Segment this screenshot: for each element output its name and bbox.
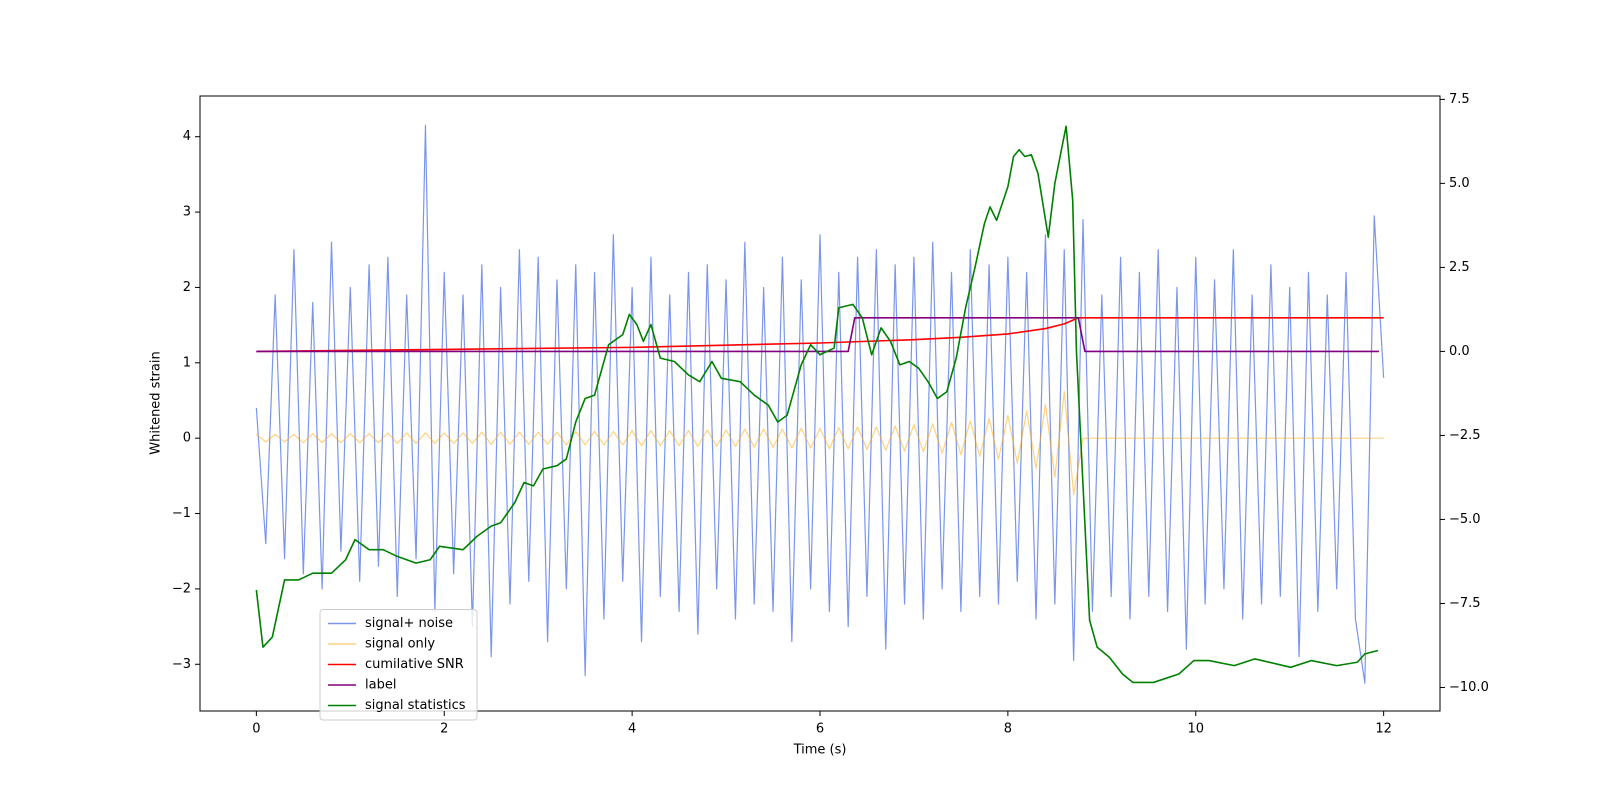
y-tick-label: 4: [183, 129, 191, 144]
x-tick-label: 2: [440, 722, 448, 737]
x-tick-label: 4: [628, 722, 636, 737]
series-line: [255, 390, 1384, 496]
y-tick-label: 2: [183, 280, 191, 295]
series-line: [255, 125, 1379, 684]
series-line: [256, 317, 1379, 353]
legend-label: label: [365, 678, 396, 693]
x-tick-label: 0: [252, 722, 260, 737]
y2-tick-label: −7.5: [1449, 596, 1481, 611]
y2-tick-label: 2.5: [1449, 260, 1470, 275]
legend-label: cumilative SNR: [365, 657, 464, 672]
legend-label: signal statistics: [365, 698, 466, 713]
x-tick-label: 6: [816, 722, 824, 737]
y-tick-label: 0: [183, 431, 191, 446]
x-tick-label: 8: [1004, 722, 1012, 737]
series-line: [255, 124, 1385, 684]
x-tick-label: 10: [1187, 722, 1204, 737]
y2-tick-label: 0.0: [1449, 344, 1470, 359]
y-tick-label: 1: [183, 355, 191, 370]
legend-box: [319, 609, 478, 721]
legend-label: signal only: [365, 637, 435, 652]
y2-tick-label: −2.5: [1449, 428, 1481, 443]
legend-label: signal+ noise: [365, 616, 453, 631]
y2-tick-label: 7.5: [1449, 92, 1470, 107]
x-tick-label: 12: [1375, 722, 1392, 737]
legend: signal+ noise signal only cumilative SNR la…: [319, 609, 478, 721]
y2-tick-label: −5.0: [1449, 512, 1481, 527]
y-tick-label: −3: [172, 657, 191, 672]
plot-area: [255, 124, 1385, 684]
y-tick-label: −1: [172, 506, 191, 521]
y2-tick-label: 5.0: [1449, 176, 1470, 191]
y-tick-label: 3: [183, 205, 191, 220]
y-axis-label: Whitened strain: [149, 351, 164, 454]
y-tick-label: −2: [172, 581, 191, 596]
y2-tick-label: −10.0: [1449, 680, 1489, 695]
x-axis-label: Time (s): [793, 743, 847, 758]
series-line: [256, 317, 1384, 353]
